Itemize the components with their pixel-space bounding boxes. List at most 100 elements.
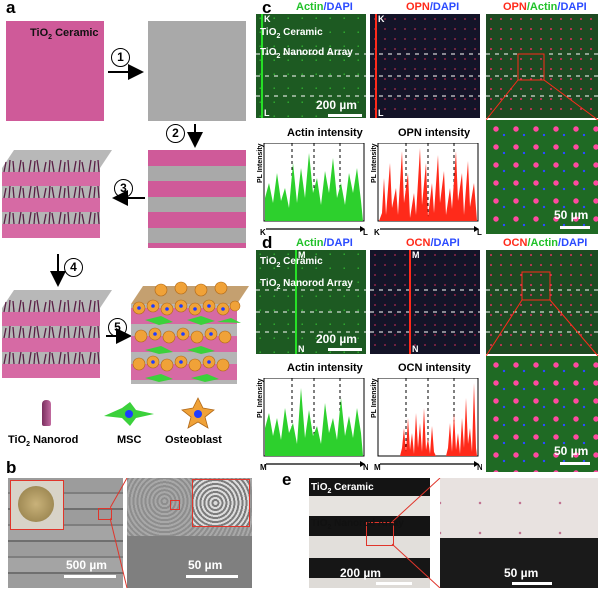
svg-text:N: N — [363, 463, 368, 472]
d-merged-zoom-image — [486, 356, 598, 472]
c-zoom-connectors — [486, 79, 599, 121]
d-merged-image — [486, 250, 598, 354]
sem-inset — [192, 479, 250, 527]
d-line-start: M — [298, 250, 306, 260]
e-zoom-connectors — [391, 478, 441, 588]
d-array-label: TiO2 Nanorod Array — [260, 278, 353, 291]
panel-b-connectors — [110, 478, 128, 588]
d-title-2: OCN/DAPI — [406, 237, 460, 249]
msc-legend-icon — [104, 402, 154, 426]
scale-text-500um: 500 µm — [66, 558, 107, 572]
e-scale-text-200um: 200 µm — [340, 566, 381, 580]
nanorod-legend-icon — [42, 400, 51, 426]
d-title-3: OCN/Actin/DAPI — [503, 237, 588, 249]
svg-text:K: K — [374, 228, 380, 237]
c-chart-title-right: OPN intensity — [398, 127, 471, 139]
panel-d-label: d — [262, 233, 273, 252]
c-array-label: TiO2 Nanorod Array — [260, 47, 353, 60]
d-chart-title-left: Actin intensity — [287, 362, 363, 374]
sem-zoom-box-1 — [98, 508, 112, 520]
svg-text:PL Intensity: PL Intensity — [257, 378, 264, 418]
c-chart-title-left: Actin intensity — [287, 127, 363, 139]
d-line-end-2: N — [412, 344, 419, 354]
c-opn-dapi-image — [370, 14, 480, 118]
e-array-label: TiO2 Nanorod Array — [311, 518, 404, 531]
c-actin-chart: PL Intensity K L — [257, 143, 368, 237]
d-scale-text-200um: 200 µm — [316, 332, 357, 346]
scale-text-50um-b: 50 µm — [188, 558, 223, 572]
d-scale-bar-200um — [328, 348, 362, 351]
c-merged-image — [486, 14, 598, 118]
scale-bar-50um-b — [186, 575, 238, 578]
panel-a-label: a — [6, 0, 16, 17]
c-line-start-2: K — [378, 14, 385, 24]
e-ceramic-label: TiO2 Ceramic — [311, 482, 374, 495]
scale-bar-500um — [64, 575, 116, 578]
nanorod-legend-label: TiO2 Nanorod — [8, 434, 79, 449]
osteoblast-legend-icon — [181, 397, 215, 429]
panel-c-label: c — [262, 0, 272, 17]
c-title-1: Actin/DAPI — [296, 1, 353, 13]
d-ocn-chart: PL Intensity M N — [371, 378, 482, 472]
e-scale-text-50um: 50 µm — [504, 566, 539, 580]
svg-text:M: M — [260, 463, 267, 472]
svg-text:PL Intensity: PL Intensity — [371, 143, 378, 183]
nanorod-array-substrate-2 — [2, 290, 112, 378]
sem-zoom-box-2 — [170, 500, 180, 510]
d-ceramic-label: TiO2 Ceramic — [260, 256, 323, 269]
d-title-1: Actin/DAPI — [296, 237, 353, 249]
svg-text:L: L — [477, 228, 482, 237]
c-scale-text-200um: 200 µm — [316, 98, 357, 112]
osteoblast-legend-label: Osteoblast — [165, 434, 222, 446]
panel-b-label: b — [6, 458, 17, 477]
d-line-start-2: M — [412, 250, 420, 260]
svg-text:M: M — [374, 463, 381, 472]
c-line-end: L — [264, 108, 270, 118]
e-scale-bar-50um — [512, 582, 552, 585]
patterned-square — [148, 150, 246, 248]
c-actin-dapi-image — [256, 14, 366, 118]
e-zoom-box — [366, 522, 394, 546]
step-5-circle: 5 — [108, 318, 127, 337]
c-title-3: OPN/Actin/DAPI — [503, 1, 587, 13]
panel-e-label: e — [282, 470, 292, 489]
tio2-ceramic-square — [6, 21, 104, 121]
d-chart-title-right: OCN intensity — [398, 362, 471, 374]
d-zoom-connectors — [486, 299, 599, 356]
c-dashed-lines — [256, 14, 598, 118]
c-scale-bar-200um — [328, 114, 362, 117]
step-3-circle: 3 — [114, 179, 133, 198]
tio2-ceramic-label: TiO2 Ceramic — [30, 27, 99, 42]
step-2-circle: 2 — [166, 124, 185, 143]
c-title-2: OPN/DAPI — [406, 1, 460, 13]
nanorod-array-substrate — [2, 150, 112, 238]
step-1-circle: 1 — [111, 48, 130, 67]
e-scale-bar-200um — [376, 582, 412, 585]
c-opn-chart: PL Intensity K L — [371, 143, 482, 237]
d-dashed-lines — [256, 250, 598, 354]
msc-legend-label: MSC — [117, 434, 142, 446]
d-scale-text-50um: 50 µm — [554, 444, 589, 458]
c-line-end-2: L — [378, 108, 384, 118]
d-ocn-dapi-image — [370, 250, 480, 354]
d-line-end: N — [298, 344, 305, 354]
d-actin-dapi-image — [256, 250, 366, 354]
svg-text:PL Intensity: PL Intensity — [257, 143, 264, 183]
svg-text:L: L — [363, 228, 368, 237]
c-merged-zoom-image — [486, 120, 598, 234]
c-scale-text-50um: 50 µm — [554, 208, 589, 222]
c-scale-bar-50um — [560, 226, 590, 229]
c-line-start: K — [264, 14, 271, 24]
d-scale-bar-50um — [560, 462, 590, 465]
svg-text:K: K — [260, 228, 266, 237]
coin-inset — [10, 480, 64, 530]
e-high-mag-image — [440, 478, 598, 588]
e-low-mag-image — [309, 478, 430, 588]
step-4-circle: 4 — [64, 258, 83, 277]
c-ceramic-label: TiO2 Ceramic — [260, 27, 323, 40]
svg-text:N: N — [477, 463, 482, 472]
nanorod-coated-square — [148, 21, 246, 121]
svg-text:PL Intensity: PL Intensity — [371, 378, 378, 418]
cell-seeded-substrate — [131, 281, 249, 384]
d-actin-chart: PL Intensity M N — [257, 378, 368, 472]
